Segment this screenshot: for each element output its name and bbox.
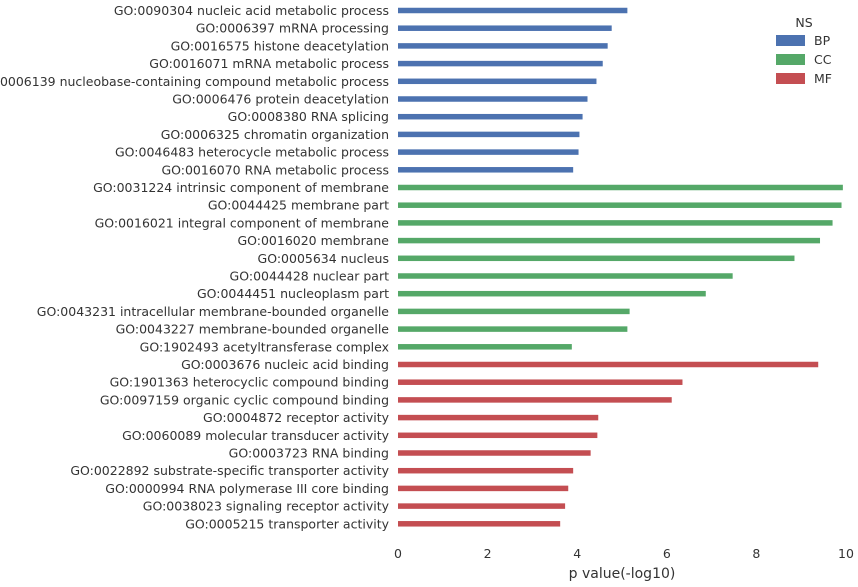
bar [398, 220, 833, 226]
bar [398, 60, 603, 67]
legend-swatch [776, 73, 805, 84]
bar [398, 43, 608, 49]
legend-items: BP CC MF [776, 33, 832, 86]
category-label: GO:0046483 heterocycle metabolic process [115, 145, 389, 160]
bar [398, 326, 628, 332]
category-label: GO:0060089 molecular transducer activity [122, 428, 390, 443]
bars-layer [398, 7, 843, 527]
bar [398, 414, 599, 421]
category-label: GO:0043231 intracellular membrane-bounde… [37, 304, 390, 319]
bar [398, 344, 572, 350]
bar [398, 290, 706, 297]
legend-label: CC [814, 52, 832, 67]
category-label: GO:0022892 substrate-specific transporte… [70, 463, 389, 478]
category-label: GO:1902493 acetyltransferase complex [140, 339, 389, 354]
bar [398, 450, 591, 456]
category-label: GO:0031224 intrinsic component of membra… [93, 180, 389, 195]
x-tick-label: 0 [394, 546, 402, 561]
bar [398, 113, 583, 120]
bar [398, 255, 795, 262]
x-tick-label: 4 [573, 546, 581, 561]
bar [398, 25, 612, 31]
x-axis: 0 2 4 6 8 10 [394, 546, 854, 561]
category-label: GO:0016070 RNA metabolic process [161, 162, 389, 177]
category-label: GO:0003676 nucleic acid binding [181, 357, 389, 372]
bar [398, 485, 569, 492]
category-label: GO:0097159 organic cyclic compound bindi… [100, 392, 389, 407]
bar [398, 237, 821, 244]
category-label: GO:0005215 transporter activity [185, 516, 389, 531]
legend-swatch [776, 35, 805, 46]
legend-title: NS [795, 15, 812, 30]
bar [398, 503, 566, 509]
category-label: GO:1901363 heterocyclic compound binding [110, 375, 389, 390]
category-label: GO:0044425 membrane part [208, 198, 389, 213]
category-label: GO:0006397 mRNA processing [196, 21, 389, 36]
x-tick-label: 10 [838, 546, 854, 561]
category-label: GO:0006476 protein deacetylation [172, 92, 389, 107]
category-label: GO:0038023 signaling receptor activity [143, 499, 390, 514]
x-tick-label: 2 [484, 546, 492, 561]
category-label: GO:0005634 nucleus [258, 251, 389, 266]
bar [398, 167, 574, 173]
category-label: GO:0016021 integral component of membran… [95, 215, 390, 230]
category-label: GO:0044428 nuclear part [230, 269, 390, 284]
x-axis-title: p value(-log10) [569, 566, 676, 582]
bar [398, 361, 819, 368]
bar [398, 467, 574, 474]
bar [398, 202, 842, 208]
bar [398, 96, 588, 102]
bar [398, 521, 561, 527]
category-labels: GO:0090304 nucleic acid metabolic proces… [0, 3, 390, 531]
bar [398, 397, 672, 403]
bar [398, 308, 630, 315]
x-tick-label: 8 [752, 546, 760, 561]
legend: NS BP CC MF [776, 15, 832, 86]
category-label: GO:0016020 membrane [237, 233, 389, 248]
legend-swatch [776, 54, 805, 65]
bar [398, 131, 580, 138]
category-label: GO:0090304 nucleic acid metabolic proces… [114, 3, 389, 18]
category-label: GO:0008380 RNA splicing [228, 109, 389, 124]
bar [398, 7, 628, 14]
bar [398, 432, 598, 439]
category-label: GO:0006325 chromatin organization [161, 127, 389, 142]
category-label: GO:0003723 RNA binding [229, 446, 389, 461]
x-tick-label: 6 [663, 546, 671, 561]
bar [398, 184, 843, 191]
bar [398, 78, 597, 85]
bar [398, 379, 683, 385]
bar [398, 149, 579, 155]
bar [398, 273, 733, 279]
legend-label: BP [814, 33, 831, 48]
category-label: GO:0000994 RNA polymerase III core bindi… [105, 481, 389, 496]
category-label: GO:0006139 nucleobase-containing compoun… [0, 74, 389, 89]
category-label: GO:0004872 receptor activity [203, 410, 390, 425]
legend-label: MF [814, 71, 832, 86]
category-label: GO:0016071 mRNA metabolic process [149, 56, 389, 71]
category-label: GO:0043227 membrane-bounded organelle [116, 322, 390, 337]
category-label: GO:0016575 histone deacetylation [171, 38, 389, 53]
category-label: GO:0044451 nucleoplasm part [197, 286, 389, 301]
